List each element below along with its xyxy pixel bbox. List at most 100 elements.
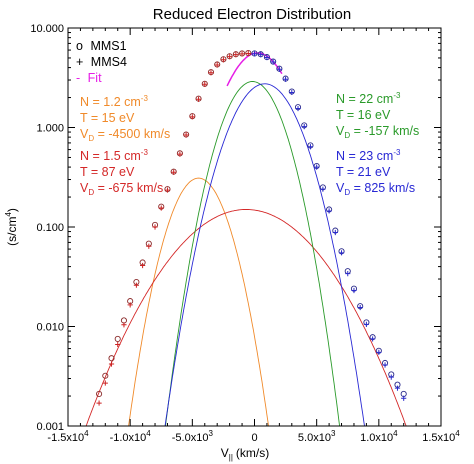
mms4-point (214, 62, 220, 68)
mms1-point (96, 390, 103, 397)
mms4-point (351, 287, 357, 294)
mms4-point (208, 70, 214, 76)
mms1-point (114, 335, 121, 342)
mms4-point (171, 169, 177, 175)
mms4-point (307, 144, 314, 150)
mms4-point (345, 271, 351, 277)
x-tick-label: 1.0x104 (360, 429, 398, 444)
x-tick-label: 0 (251, 432, 257, 444)
legend-label-mms1: MMS1 (90, 39, 126, 53)
annotation-green: N = 22 cm-3 T = 16 eV VD = -157 km/s (336, 91, 419, 140)
annotation-green-density: N = 22 cm-3 (336, 91, 401, 106)
annotation-green-drift: VD = -157 km/s (336, 124, 419, 140)
mms4-point (158, 205, 164, 211)
annotation-orange-drift: VD = -4500 km/s (80, 127, 170, 143)
mms4-point (121, 322, 127, 328)
mms4-point (320, 186, 326, 192)
legend: o MMS1 + MMS4 - Fit (76, 39, 127, 85)
mms1-point (108, 355, 115, 362)
legend-marker-mms4: + (76, 55, 83, 69)
mms4-point (270, 59, 276, 65)
legend-entry-mms1: o MMS1 (76, 39, 127, 53)
mms4-point (251, 51, 258, 57)
mms1-point (102, 372, 109, 379)
y-tick-label: 1.000 (36, 123, 64, 135)
y-tick-label: 0.010 (36, 322, 64, 334)
mms4-point (370, 336, 376, 342)
mms4-point (220, 57, 227, 63)
annotation-red-drift: VD = -675 km/s (80, 181, 163, 197)
y-tick-label: 0.100 (36, 222, 64, 234)
y-tick-label: 0.001 (36, 421, 64, 433)
mms4-point (102, 380, 108, 386)
mms4-point (276, 66, 282, 72)
mms4-point (140, 262, 146, 269)
mms4-point (189, 114, 195, 120)
chart-title: Reduced Electron Distribution (153, 6, 351, 23)
mms4-point (401, 395, 407, 401)
annotation-red: N = 1.5 cm-3 T = 87 eV VD = -675 km/s (80, 148, 163, 197)
mms4-point (233, 52, 239, 58)
mms4-point (382, 362, 388, 368)
annotation-blue-drift: VD = 825 km/s (336, 181, 415, 197)
annotation-red-temperature: T = 87 eV (80, 165, 135, 179)
x-tick-label: 1.5x104 (422, 429, 460, 444)
mms4-point (127, 302, 133, 308)
annotation-orange: N = 1.2 cm-3 T = 15 eV VD = -4500 km/s (80, 94, 170, 143)
annotation-orange-density: N = 1.2 cm-3 (80, 94, 148, 109)
legend-label-mms4: MMS4 (91, 55, 127, 69)
mms4-point (363, 321, 369, 327)
component-curve-1 (85, 209, 407, 426)
fit-curve (226, 52, 283, 87)
mms4-point (394, 385, 401, 391)
mms4-point (264, 54, 270, 61)
x-tick-label: 5.0x103 (298, 429, 336, 444)
legend-marker-fit: - (76, 71, 80, 85)
x-tick-label: -1.5x104 (47, 429, 89, 444)
mms4-point (202, 81, 208, 87)
mms4-point (295, 105, 301, 112)
mms4-point (376, 349, 382, 355)
component-curve-3 (164, 83, 365, 426)
data-points (96, 50, 407, 406)
mms4-point (239, 51, 245, 57)
mms4-point (227, 54, 233, 60)
mms4-point (388, 374, 394, 380)
mms4-point (115, 341, 121, 348)
mms4-point (183, 132, 189, 138)
x-tick-label: -1.0x104 (110, 429, 152, 444)
legend-entry-mms4: + MMS4 (76, 55, 127, 69)
mms4-point (152, 224, 158, 230)
mms4-point (258, 52, 264, 58)
legend-entry-fit: - Fit (76, 71, 102, 85)
mms4-point (338, 250, 345, 256)
mms4-point (332, 229, 338, 236)
annotation-red-density: N = 1.5 cm-3 (80, 148, 148, 163)
annotation-blue-temperature: T = 21 eV (336, 165, 391, 179)
mms4-point (96, 400, 102, 406)
mms4-point (314, 164, 320, 170)
annotation-green-temperature: T = 16 eV (336, 108, 391, 122)
legend-marker-mms1: o (76, 39, 83, 53)
mms4-point (108, 361, 115, 367)
annotation-orange-temperature: T = 15 eV (80, 111, 135, 125)
annotation-blue: N = 23 cm-3 T = 21 eV VD = 825 km/s (336, 148, 415, 197)
mms4-point (195, 96, 202, 102)
mms4-point (301, 124, 307, 130)
mms4-point (164, 187, 171, 193)
legend-label-fit: Fit (88, 71, 102, 85)
x-axis-title: V|| (km/s) (221, 446, 270, 462)
mms4-point (326, 208, 332, 214)
annotation-blue-density: N = 23 cm-3 (336, 148, 401, 163)
mms4-point (177, 151, 183, 157)
mms4-point (357, 304, 363, 311)
mms4-point (282, 76, 289, 82)
component-curve-2 (165, 81, 341, 426)
x-tick-label: -5.0x103 (172, 429, 214, 444)
y-axis-title: (s/cm4) (4, 208, 19, 246)
mms4-point (146, 243, 152, 249)
y-tick-label: 10.000 (30, 23, 64, 35)
mms4-point (133, 282, 139, 288)
mms4-point (289, 89, 295, 96)
